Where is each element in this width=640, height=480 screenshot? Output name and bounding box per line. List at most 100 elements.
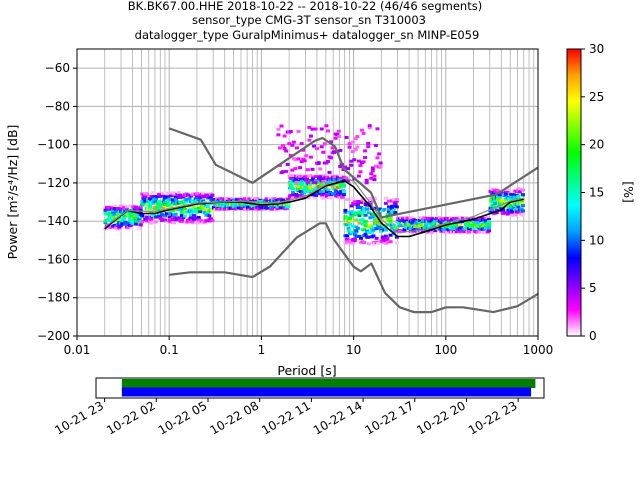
density-cell bbox=[371, 228, 376, 232]
density-cell bbox=[375, 127, 380, 131]
density-cell bbox=[326, 188, 331, 192]
density-cell bbox=[516, 195, 521, 199]
density-cell bbox=[366, 231, 371, 235]
density-cell bbox=[326, 181, 331, 185]
density-cell bbox=[300, 179, 305, 183]
density-cell bbox=[371, 241, 376, 245]
density-cell bbox=[480, 230, 485, 234]
density-cell bbox=[103, 208, 108, 212]
density-cell bbox=[304, 174, 309, 178]
density-cell bbox=[362, 241, 367, 245]
curves bbox=[104, 127, 538, 314]
density-cell bbox=[187, 197, 192, 201]
density-cell bbox=[373, 143, 378, 147]
density-cell bbox=[166, 191, 171, 195]
density-cell bbox=[169, 191, 174, 195]
density-cell bbox=[366, 235, 371, 239]
density-cell bbox=[126, 213, 131, 217]
density-cell bbox=[328, 177, 333, 181]
density-cell bbox=[331, 192, 336, 196]
mean-curve-line bbox=[104, 177, 524, 234]
density-cell bbox=[303, 190, 308, 194]
density-cell bbox=[299, 160, 304, 164]
density-cell bbox=[196, 215, 201, 219]
density-cell bbox=[147, 219, 152, 223]
density-cell bbox=[193, 197, 198, 201]
density-cell bbox=[349, 163, 354, 167]
density-cell bbox=[369, 176, 374, 180]
density-cell bbox=[382, 207, 387, 211]
density-cell bbox=[147, 206, 152, 210]
density-cell bbox=[215, 207, 220, 211]
density-cell bbox=[364, 178, 369, 182]
density-cell bbox=[430, 231, 435, 235]
density-cell bbox=[189, 209, 194, 213]
density-cell bbox=[155, 195, 160, 199]
density-cell bbox=[172, 221, 177, 225]
density-cell bbox=[172, 191, 177, 195]
density-cell bbox=[493, 199, 498, 203]
density-cell bbox=[309, 181, 314, 185]
density-cell bbox=[158, 194, 163, 198]
x-tick-label: 0.1 bbox=[160, 343, 179, 357]
density-cell bbox=[367, 124, 372, 128]
density-cell bbox=[514, 197, 519, 201]
density-cell bbox=[313, 181, 318, 185]
density-cell bbox=[396, 220, 401, 224]
density-cell bbox=[353, 137, 358, 141]
density-cell bbox=[287, 142, 292, 146]
density-cell bbox=[314, 179, 319, 183]
density-cell bbox=[419, 216, 424, 220]
density-cell bbox=[298, 166, 303, 170]
density-cell bbox=[324, 189, 329, 193]
density-cell bbox=[371, 212, 376, 216]
density-cell bbox=[433, 229, 438, 233]
x-tick-label: 1 bbox=[258, 343, 266, 357]
density-cell bbox=[319, 127, 324, 131]
density-cell bbox=[379, 225, 384, 229]
density-cell bbox=[201, 199, 206, 203]
density-cell bbox=[279, 124, 284, 128]
density-cell bbox=[164, 212, 169, 216]
density-cell bbox=[315, 192, 320, 196]
density-cell bbox=[120, 222, 125, 226]
y-tick-label: −160 bbox=[37, 252, 70, 266]
density-cell bbox=[344, 223, 349, 227]
density-cell bbox=[296, 157, 301, 161]
density-cell bbox=[375, 156, 380, 160]
y-tick-label: −60 bbox=[45, 61, 70, 75]
density-cell bbox=[296, 129, 301, 133]
density-cell bbox=[249, 200, 254, 204]
density-cell bbox=[439, 217, 444, 221]
density-cell bbox=[437, 215, 442, 219]
density-cell bbox=[490, 207, 495, 211]
colorbar-tick-label: 30 bbox=[589, 42, 604, 56]
coverage-bars bbox=[121, 379, 536, 397]
density-cell bbox=[477, 230, 482, 234]
density-cell bbox=[179, 210, 184, 214]
density-cell bbox=[372, 174, 377, 178]
density-cell bbox=[291, 187, 296, 191]
density-cell bbox=[156, 206, 161, 210]
density-cell bbox=[385, 240, 390, 244]
density-cell bbox=[491, 204, 496, 208]
density-cell bbox=[232, 196, 237, 200]
density-cell bbox=[291, 140, 296, 144]
density-cell bbox=[434, 216, 439, 220]
density-cell bbox=[118, 224, 123, 228]
density-cell bbox=[286, 204, 291, 208]
density-cell bbox=[147, 201, 152, 205]
density-cell bbox=[160, 213, 165, 217]
y-tick-label: −80 bbox=[45, 99, 70, 113]
density-cell bbox=[176, 191, 181, 195]
title-line-1: BK.BK67.00.HHE 2018-10-22 -- 2018-10-22 … bbox=[128, 0, 482, 13]
density-cell bbox=[158, 204, 163, 208]
density-cell bbox=[326, 194, 331, 198]
density-cell bbox=[373, 222, 378, 226]
density-cell bbox=[155, 215, 160, 219]
density-cell bbox=[368, 197, 373, 201]
density-cell bbox=[360, 198, 365, 202]
density-cell bbox=[397, 224, 402, 228]
density-cell bbox=[131, 221, 136, 225]
density-cell bbox=[510, 213, 515, 217]
